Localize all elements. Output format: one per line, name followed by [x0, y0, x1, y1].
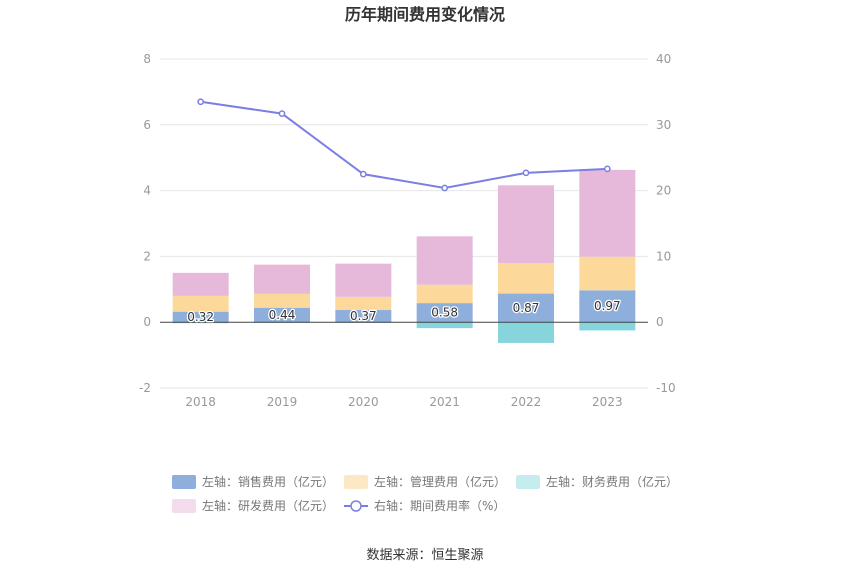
bar-segment: [254, 264, 310, 294]
legend-item: 左轴：销售费用（亿元）: [172, 474, 334, 489]
rate-point: [359, 170, 367, 178]
axis-layer: -2 0 2 4 6 8 -10 0 10 20 30 40 2018 2019 2020 2021 2022 2…: [139, 52, 676, 409]
legend-label: 左轴：财务费用（亿元）: [546, 474, 678, 489]
left-axis-tick-label: -2: [139, 381, 151, 395]
bar-data-label: 0.58: [431, 306, 458, 320]
right-axis-tick-label: -10: [656, 381, 676, 395]
left-axis-tick-label: 4: [143, 184, 151, 198]
right-axis-tick-label: 0: [656, 315, 664, 329]
legend-label: 左轴：管理费用（亿元）: [374, 474, 506, 489]
legend-line-marker: [350, 500, 362, 512]
x-axis-tick-label: 2021: [429, 395, 460, 409]
bar-segment: [579, 322, 636, 331]
bar-segment: [416, 284, 473, 304]
bar-data-label: 0.37: [350, 309, 377, 323]
bar-segment: [335, 263, 392, 297]
legend-item: 左轴：管理费用（亿元）: [344, 474, 506, 489]
x-axis-tick-label: 2023: [592, 395, 623, 409]
left-axis-tick-label: 6: [143, 118, 151, 132]
x-axis-tick-label: 2018: [185, 395, 216, 409]
data-source: 数据来源：恒生聚源: [366, 548, 483, 563]
legend-swatch: [516, 475, 540, 489]
bar-data-label: 0.32: [187, 310, 214, 324]
left-axis-tick-label: 2: [143, 249, 151, 263]
left-axis-tick-label: 0: [143, 315, 151, 329]
bar-segment: [498, 262, 554, 294]
bar-segment: [498, 322, 554, 343]
bar-segment: [254, 293, 310, 308]
bar-data-label: 0.44: [269, 308, 296, 322]
legend-swatch: [172, 475, 196, 489]
rate-point: [441, 184, 449, 192]
right-axis-tick-label: 10: [656, 249, 671, 263]
x-axis-tick-label: 2022: [511, 395, 542, 409]
legend-swatch: [172, 499, 196, 513]
x-axis-tick-label: 2020: [348, 395, 379, 409]
bar-segment: [335, 310, 392, 323]
bar-segment: [172, 272, 229, 296]
rate-line: [200, 100, 608, 189]
bar-segment: [172, 311, 229, 323]
bar-segment: [579, 169, 636, 257]
rate-point: [197, 98, 205, 106]
legend: 左轴：销售费用（亿元） 左轴：管理费用（亿元） 左轴：财务费用（亿元） 左轴：研发费用…: [172, 474, 678, 513]
bar-segment: [416, 322, 473, 329]
chart-title: 历年期间费用变化情况: [345, 5, 505, 24]
bar-segment: [335, 296, 392, 311]
data-labels: 0.32 0.44 0.37 0.58 0.87 0.97: [186, 298, 622, 325]
legend-item: 左轴：研发费用（亿元）: [172, 498, 334, 513]
bar-segment: [254, 307, 310, 323]
legend-label: 右轴：期间费用率（%）: [374, 498, 505, 513]
left-axis-tick-label: 8: [143, 52, 151, 66]
grid-lines: [160, 58, 648, 389]
legend-swatch: [344, 475, 368, 489]
legend-item: 右轴：期间费用率（%）: [344, 498, 505, 513]
legend-item: 左轴：财务费用（亿元）: [516, 474, 678, 489]
bar-segment: [498, 293, 554, 323]
bar-segment: [579, 256, 636, 291]
right-axis-tick-label: 30: [656, 118, 671, 132]
bar-segment: [498, 185, 554, 263]
bar-data-label: 0.87: [513, 301, 540, 315]
rate-point: [603, 165, 611, 173]
line-layer: [197, 98, 611, 192]
legend-label: 左轴：研发费用（亿元）: [202, 498, 334, 513]
right-axis-tick-label: 20: [656, 184, 671, 198]
bar-segment: [416, 303, 473, 323]
bar-segment: [579, 290, 636, 323]
rate-point: [278, 110, 286, 117]
x-axis-tick-label: 2019: [267, 395, 298, 409]
bar-data-label: 0.97: [594, 299, 621, 313]
right-axis-tick-label: 40: [656, 52, 671, 66]
legend-label: 左轴：销售费用（亿元）: [202, 474, 334, 489]
bar-segment: [416, 236, 473, 285]
rate-point: [522, 169, 530, 177]
bar-segment: [172, 295, 229, 312]
